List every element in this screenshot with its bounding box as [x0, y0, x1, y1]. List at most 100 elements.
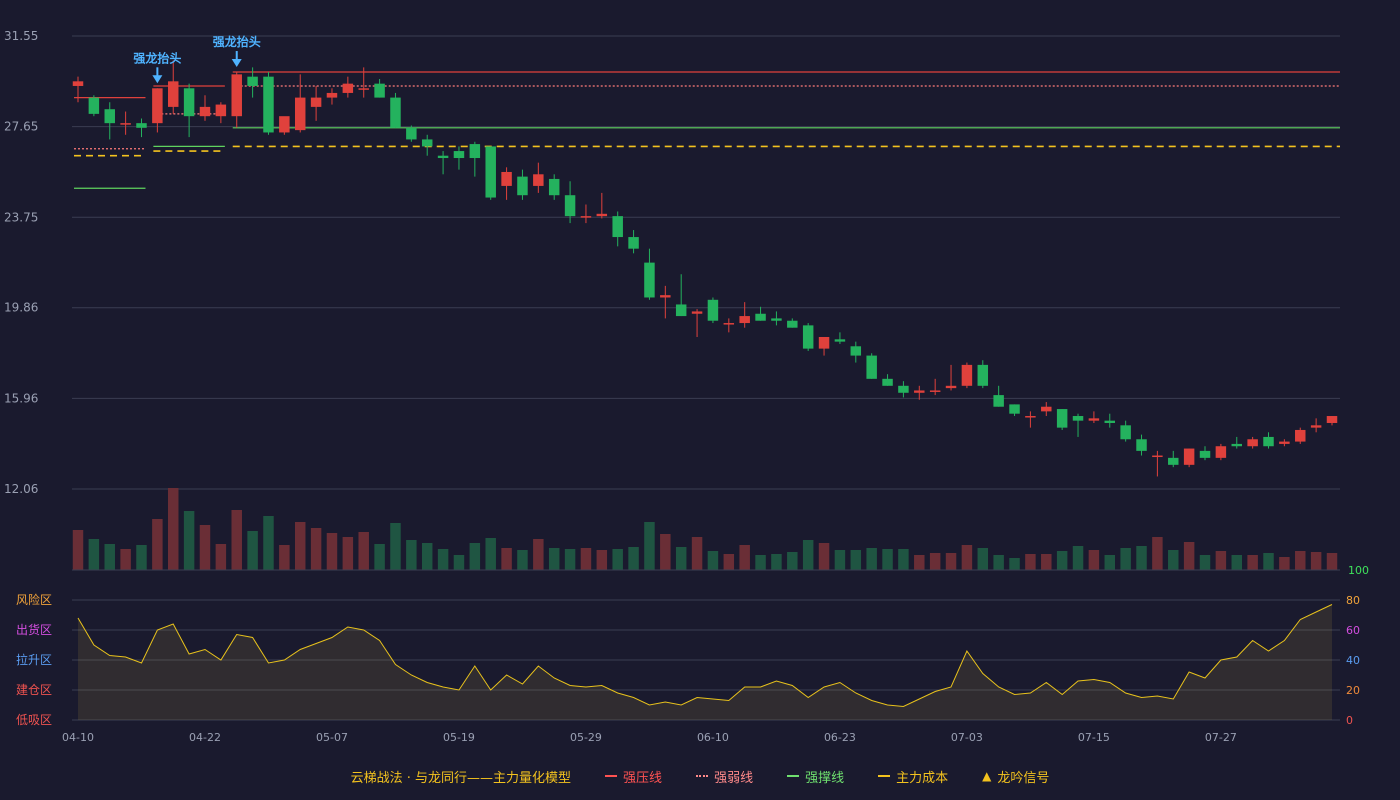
candle-body: [1279, 441, 1290, 444]
volume-bar: [533, 539, 544, 570]
indicator-tick-label: 40: [1346, 654, 1360, 667]
volume-bar: [485, 538, 496, 570]
date-tick-label: 05-19: [443, 731, 475, 744]
candle-body: [755, 313, 766, 321]
volume-bar: [691, 537, 703, 570]
legend: 云梯战法 · 与龙同行——主力量化模型 强压线 强弱线 强撑线 主力成本 ▲ 龙…: [0, 762, 1400, 790]
volume-bar: [1310, 552, 1322, 570]
candle-body: [914, 390, 925, 393]
candle-body: [1056, 409, 1068, 428]
candle-body: [1295, 429, 1306, 442]
volume-bar: [390, 523, 401, 570]
candle-body: [929, 390, 941, 392]
indicator-tick-label: 20: [1346, 684, 1360, 697]
solid-line-icon: [787, 775, 800, 777]
candle-body: [263, 76, 274, 133]
indicator-tick-label: 0: [1346, 714, 1353, 727]
price-axis: 31.55 27.65 23.75 19.86 15.96 12.06: [4, 29, 38, 496]
volume-bar: [882, 549, 893, 570]
volume-bar: [945, 553, 957, 570]
price-grid: [72, 35, 1340, 490]
volume-bar: [152, 519, 163, 570]
candle-body: [183, 88, 195, 117]
volume-bar: [1215, 551, 1227, 570]
candle-body: [1199, 450, 1211, 458]
legend-item-support: 强撑线: [787, 767, 844, 786]
candle-body: [374, 83, 385, 98]
volume-bar: [1136, 546, 1147, 570]
volume-bar: [961, 545, 973, 570]
volume-bar: [818, 543, 830, 570]
volume-bar: [1152, 537, 1163, 570]
volume-bar: [1279, 557, 1290, 570]
candle-body: [787, 320, 798, 328]
candle-body: [1168, 457, 1179, 465]
candle-body: [533, 174, 544, 186]
volume-bar: [1183, 542, 1195, 570]
volume-bar: [310, 528, 322, 570]
date-tick-label: 04-22: [189, 731, 221, 744]
candle-body: [1120, 425, 1131, 440]
candle-body: [1263, 436, 1274, 447]
volume-bar: [453, 555, 465, 570]
candle-body: [1326, 416, 1338, 423]
volume-bar: [755, 555, 766, 570]
candle-body: [342, 83, 354, 93]
dashed-line-icon: [878, 775, 891, 777]
volume-series: 100: [72, 488, 1369, 577]
volume-bar: [406, 540, 417, 570]
candle-body: [1072, 416, 1084, 421]
candle-body: [294, 97, 306, 131]
candlestick-series: [72, 60, 1338, 477]
zone-label: 出货区: [16, 622, 52, 637]
date-tick-label: 05-29: [570, 731, 602, 744]
candle-body: [469, 144, 481, 159]
candle-body: [1025, 416, 1036, 418]
legend-title: 云梯战法 · 与龙同行——主力量化模型: [350, 770, 572, 786]
volume-bar: [263, 516, 274, 570]
candle-body: [1310, 425, 1322, 428]
volume-bar: [548, 548, 560, 570]
zone-label: 风险区: [16, 592, 52, 607]
signal-label: 强龙抬头: [133, 50, 181, 65]
candle-body: [104, 109, 115, 124]
volume-bar: [437, 549, 449, 570]
volume-bar: [675, 547, 687, 570]
volume-bar: [342, 537, 354, 570]
volume-bar: [1041, 554, 1052, 570]
volume-max-label: 100: [1348, 564, 1369, 577]
volume-bar: [215, 544, 227, 570]
candle-body: [739, 316, 750, 324]
volume-bar: [517, 550, 528, 570]
volume-bar: [1072, 546, 1084, 570]
zone-label: 低吸区: [16, 713, 52, 727]
volume-bar: [358, 532, 369, 570]
candle-body: [834, 339, 846, 342]
candle-body: [501, 171, 512, 186]
volume-bar: [850, 550, 862, 570]
volume-bar: [771, 554, 782, 570]
candle-body: [802, 325, 814, 349]
volume-bar: [644, 522, 655, 570]
triangle-icon: ▲: [982, 769, 992, 783]
candle-body: [88, 97, 100, 114]
candle-body: [723, 323, 735, 325]
candle-body: [1231, 443, 1242, 447]
candle-body: [580, 216, 592, 218]
price-tick-label: 15.96: [4, 391, 38, 405]
candle-body: [1247, 439, 1258, 447]
volume-bar: [580, 548, 592, 570]
candle-body: [898, 385, 909, 393]
volume-bar: [469, 543, 481, 570]
date-tick-label: 07-15: [1078, 731, 1110, 744]
solid-line-icon: [605, 775, 618, 777]
price-tick-label: 31.55: [4, 29, 38, 43]
volume-bar: [787, 552, 798, 570]
volume-bar: [802, 540, 814, 570]
volume-bar: [739, 545, 750, 570]
volume-bar: [723, 554, 735, 570]
legend-item-dragon-signal: ▲ 龙吟信号: [982, 769, 1050, 786]
volume-bar: [929, 553, 941, 570]
